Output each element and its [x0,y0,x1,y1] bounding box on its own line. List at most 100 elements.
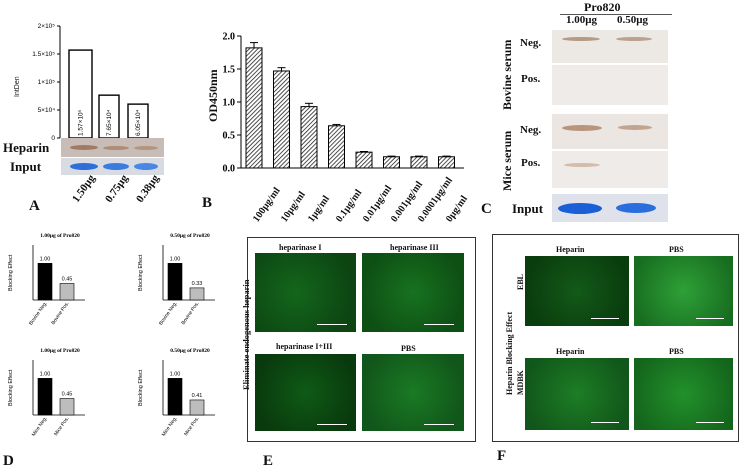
panel-d-title: 1.00μg of Pro820 [40,348,80,354]
panel-d-bar [59,283,75,301]
panel-e-image-title: heparinase I+III [276,342,333,351]
panel-d-bar-label: 0.45 [62,277,73,283]
panel-b-y-tick-label: 0.5 [223,131,236,142]
panel-b-y-tick-label: 1.0 [223,98,236,109]
panel-e-image-title: PBS [401,344,416,353]
panel-a-bar-label: 7.65×10⁴ [106,109,113,136]
panel-d-category-label: Mice Neg. [161,416,179,438]
panel-e-image-title: heparinase I [279,243,322,252]
panel-b-bar [410,156,428,169]
panel-a-y-tick-label: 5×10⁴ [38,107,56,114]
panel-d-title: 0.50μg of Pro820 [170,233,210,239]
panel-a-y-tick-label: 1.5×10⁵ [32,51,55,58]
panel-b-bar [328,125,345,169]
panel-d-subchart: 0.50μg of Pro820 Blocking Effect 1.00 Mice … [138,348,215,438]
panel-e-image-3 [255,354,356,431]
blot-band [562,125,602,131]
panel-d-title: 1.00μg of Pro820 [40,233,80,239]
panel-d-category-label: Mice Pos. [183,416,201,437]
scale-bar [696,318,724,319]
panel-e-frame [247,237,476,442]
panel-d-category-label: Mice Pos. [53,416,71,437]
panel-a-letter: A [29,198,40,214]
panel-a-ylabel: IntDen [14,76,21,97]
panel-e-image-1 [255,253,356,332]
blot-band [103,163,129,170]
panel-b-chart: 2.0 1.5 1.0 0.5 0.0 [223,32,464,175]
panel-c-title: Pro820 [584,0,621,14]
blot-band [616,203,656,213]
panel-f-image-title: PBS [669,347,684,356]
panel-d-bar-label: 1.00 [170,371,181,377]
scale-bar [317,324,347,325]
panel-a-bar-label: 1.57×10⁵ [78,109,85,136]
panel-d-bar-label: 0.45 [62,392,73,398]
panel-d-category-label: Bovine Pos. [180,301,200,326]
panel-c-row-label: Pos. [521,157,541,169]
panel-c-letter: C [481,201,492,217]
blot-band [134,163,158,170]
scale-bar [424,424,454,425]
panel-d-title: 0.50μg of Pro820 [170,348,210,354]
panel-b-bar [438,156,455,169]
blot-band [103,146,129,150]
panel-d-charts: 1.00μg of Pro820 Blocking Effect 1.00 Bovin… [8,233,215,438]
panel-d-bar [167,378,183,416]
blot-band [616,37,652,41]
panel-f-image-2 [634,256,733,326]
panel-c-bovine-pos-blot [552,65,668,105]
panel-f-image-4 [634,358,733,430]
panel-d-letter: D [3,453,14,469]
scale-bar [317,424,347,425]
panel-a-y-tick-label: 0 [51,135,55,142]
panel-c-mice-pos-blot [552,151,668,188]
panel-a-input-blot [61,158,164,175]
panel-d-bar-label: 0.41 [192,393,203,399]
blot-band [70,145,98,150]
panel-d-bar-label: 1.00 [40,256,51,262]
panel-a-y-tick-label: 2×10⁵ [38,23,56,30]
panel-b-bar [383,156,400,169]
panel-f-image-3 [525,358,629,430]
panel-d-ylabel: Blocking Effect [138,369,144,406]
panel-d-bar [189,399,205,416]
blot-band [134,146,158,150]
panel-c-col-1: 1.00μg [566,14,597,26]
panel-c-row-label: Neg. [520,124,542,136]
panel-e-image-2 [362,253,464,332]
blot-band [564,163,600,167]
panel-f-image-title: Heparin [556,347,585,356]
panel-f-image-1 [525,256,629,326]
scale-bar [591,318,619,319]
panel-f-row-label: EBL [516,273,525,290]
panel-b-bar [273,70,290,169]
panel-d-subchart: 1.00μg of Pro820 Blocking Effect 1.00 Mice … [8,348,85,438]
panel-c-row-label: Neg. [520,37,542,49]
panel-b-y-tick-label: 0.0 [223,164,236,175]
panel-d-category-label: Bovine Pos. [50,301,70,326]
panel-b-bar [245,47,263,169]
panel-d-bar [59,398,75,416]
panel-d-category-label: Mice Neg. [31,416,49,438]
panel-a-chart: 2×10⁵ 1.5×10⁵ 1×10⁵ 5×10⁴ 0 1.57×10⁵ 7.65×10⁴… [32,23,149,142]
scale-bar [424,324,454,325]
panel-c-input-label: Input [512,201,544,216]
panel-c-title-rule [560,14,672,15]
panel-a-row-heparin: Heparin [3,140,50,155]
panel-b-y-tick-label: 2.0 [223,32,236,43]
panel-f-letter: F [497,448,507,464]
panel-c-row-label: Pos. [521,73,541,85]
panel-d-ylabel: Blocking Effect [8,254,14,291]
panel-e-letter: E [263,453,274,469]
panel-b-ylabel: OD450nm [206,69,220,122]
panel-a-bar-label: 6.05×10⁴ [135,109,142,136]
blot-band [618,125,652,130]
panel-c-group-bovine: Bovine serum [500,39,514,110]
panel-b-bar [300,106,318,169]
panel-c-col-2: 0.50μg [617,14,648,26]
panel-a-y-tick-label: 1×10⁵ [38,79,56,86]
panel-d-bar [37,263,53,301]
panel-d-bar-label: 1.00 [40,371,51,377]
blot-band [562,37,600,41]
panel-f-frame [492,234,739,442]
